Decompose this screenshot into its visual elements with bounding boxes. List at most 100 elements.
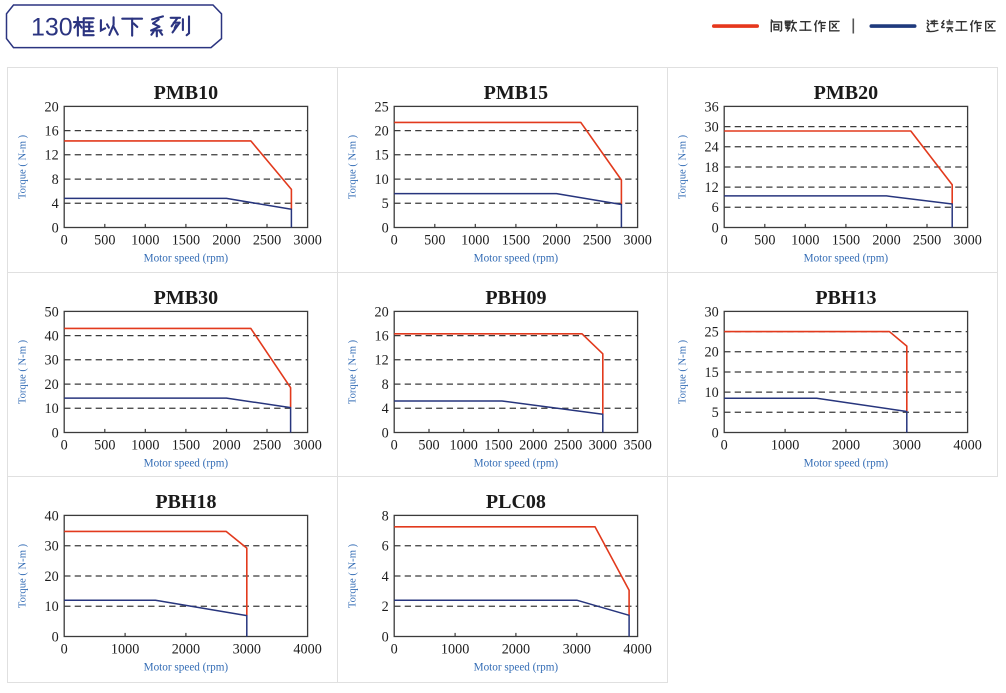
svg-text:3000: 3000 xyxy=(589,437,617,453)
svg-text:40: 40 xyxy=(45,508,59,524)
svg-text:Motor speed (rpm): Motor speed (rpm) xyxy=(474,458,559,470)
svg-text:2500: 2500 xyxy=(253,437,281,453)
svg-text:18: 18 xyxy=(705,160,719,176)
svg-text:0: 0 xyxy=(52,220,59,236)
svg-text:PBH18: PBH18 xyxy=(155,491,216,513)
svg-text:0: 0 xyxy=(712,220,719,236)
svg-text:2500: 2500 xyxy=(253,232,281,248)
svg-text:0: 0 xyxy=(721,232,728,248)
svg-text:3000: 3000 xyxy=(563,641,591,657)
svg-text:0: 0 xyxy=(382,425,389,441)
svg-text:12: 12 xyxy=(375,353,389,369)
svg-text:Motor speed (rpm): Motor speed (rpm) xyxy=(474,662,559,674)
svg-text:8: 8 xyxy=(52,172,59,188)
svg-text:5: 5 xyxy=(382,196,389,212)
svg-text:8: 8 xyxy=(382,377,389,393)
svg-text:Torque ( N-m ): Torque ( N-m ) xyxy=(348,543,359,608)
svg-text:10: 10 xyxy=(45,401,59,417)
svg-text:40: 40 xyxy=(45,329,59,345)
svg-text:3000: 3000 xyxy=(293,437,321,453)
svg-text:PMB20: PMB20 xyxy=(814,82,878,104)
svg-text:3000: 3000 xyxy=(233,641,261,657)
svg-text:1000: 1000 xyxy=(791,232,819,248)
svg-text:36: 36 xyxy=(705,99,719,115)
svg-text:30: 30 xyxy=(45,539,59,555)
svg-text:6: 6 xyxy=(382,539,389,555)
svg-text:2500: 2500 xyxy=(913,232,941,248)
svg-text:15: 15 xyxy=(705,365,719,381)
svg-text:PMB15: PMB15 xyxy=(484,82,548,104)
svg-text:0: 0 xyxy=(52,425,59,441)
svg-text:3000: 3000 xyxy=(623,232,651,248)
svg-text:PBH13: PBH13 xyxy=(815,287,876,309)
svg-text:Motor speed (rpm): Motor speed (rpm) xyxy=(144,662,229,674)
svg-text:0: 0 xyxy=(382,629,389,645)
svg-text:500: 500 xyxy=(94,437,115,453)
svg-text:Motor speed (rpm): Motor speed (rpm) xyxy=(144,253,229,265)
svg-text:15: 15 xyxy=(375,148,389,164)
svg-text:12: 12 xyxy=(705,180,719,196)
svg-text:20: 20 xyxy=(45,569,59,585)
svg-text:2000: 2000 xyxy=(172,641,200,657)
svg-text:0: 0 xyxy=(382,220,389,236)
svg-text:50: 50 xyxy=(45,304,59,320)
svg-text:30: 30 xyxy=(705,120,719,136)
svg-text:Torque ( N-m ): Torque ( N-m ) xyxy=(18,339,29,404)
svg-text:0: 0 xyxy=(61,641,68,657)
svg-text:0: 0 xyxy=(391,437,398,453)
svg-text:4000: 4000 xyxy=(293,641,321,657)
svg-text:6: 6 xyxy=(712,200,719,216)
svg-text:30: 30 xyxy=(705,304,719,320)
svg-text:2500: 2500 xyxy=(583,232,611,248)
svg-text:1000: 1000 xyxy=(450,437,478,453)
svg-text:1500: 1500 xyxy=(172,232,200,248)
svg-text:500: 500 xyxy=(418,437,439,453)
svg-text:0: 0 xyxy=(391,641,398,657)
svg-text:4000: 4000 xyxy=(623,641,651,657)
svg-text:Motor speed (rpm): Motor speed (rpm) xyxy=(474,253,559,265)
svg-text:Torque ( N-m ): Torque ( N-m ) xyxy=(348,339,359,404)
svg-text:Torque ( N-m ): Torque ( N-m ) xyxy=(18,134,29,199)
svg-text:PMB10: PMB10 xyxy=(154,82,218,104)
svg-text:500: 500 xyxy=(424,232,445,248)
svg-text:3000: 3000 xyxy=(953,232,981,248)
svg-text:0: 0 xyxy=(712,425,719,441)
svg-text:3000: 3000 xyxy=(893,437,921,453)
svg-text:20: 20 xyxy=(375,304,389,320)
svg-text:5: 5 xyxy=(712,405,719,421)
svg-text:3000: 3000 xyxy=(293,232,321,248)
svg-text:2000: 2000 xyxy=(212,232,240,248)
svg-text:10: 10 xyxy=(705,385,719,401)
svg-text:0: 0 xyxy=(61,232,68,248)
svg-text:0: 0 xyxy=(61,437,68,453)
svg-text:4000: 4000 xyxy=(953,437,981,453)
svg-text:Motor speed (rpm): Motor speed (rpm) xyxy=(144,458,229,470)
svg-text:24: 24 xyxy=(705,140,719,156)
svg-text:2000: 2000 xyxy=(872,232,900,248)
svg-text:Torque ( N-m ): Torque ( N-m ) xyxy=(18,543,29,608)
svg-text:0: 0 xyxy=(721,437,728,453)
svg-text:12: 12 xyxy=(45,148,59,164)
svg-text:1000: 1000 xyxy=(131,437,159,453)
svg-text:1500: 1500 xyxy=(502,232,530,248)
svg-text:1500: 1500 xyxy=(484,437,512,453)
svg-text:30: 30 xyxy=(45,353,59,369)
svg-text:16: 16 xyxy=(375,329,389,345)
svg-text:4: 4 xyxy=(52,196,59,212)
svg-text:2000: 2000 xyxy=(212,437,240,453)
svg-text:20: 20 xyxy=(705,345,719,361)
svg-text:1000: 1000 xyxy=(771,437,799,453)
svg-text:Torque ( N-m ): Torque ( N-m ) xyxy=(678,134,689,199)
svg-text:500: 500 xyxy=(94,232,115,248)
svg-text:8: 8 xyxy=(382,508,389,524)
svg-text:20: 20 xyxy=(45,99,59,115)
svg-text:1500: 1500 xyxy=(832,232,860,248)
svg-text:Torque ( N-m ): Torque ( N-m ) xyxy=(348,134,359,199)
svg-text:2000: 2000 xyxy=(832,437,860,453)
svg-text:130: 130 xyxy=(31,14,73,42)
svg-text:2: 2 xyxy=(382,599,389,615)
svg-text:10: 10 xyxy=(375,172,389,188)
svg-text:0: 0 xyxy=(391,232,398,248)
svg-text:4: 4 xyxy=(382,401,389,417)
svg-text:0: 0 xyxy=(52,629,59,645)
